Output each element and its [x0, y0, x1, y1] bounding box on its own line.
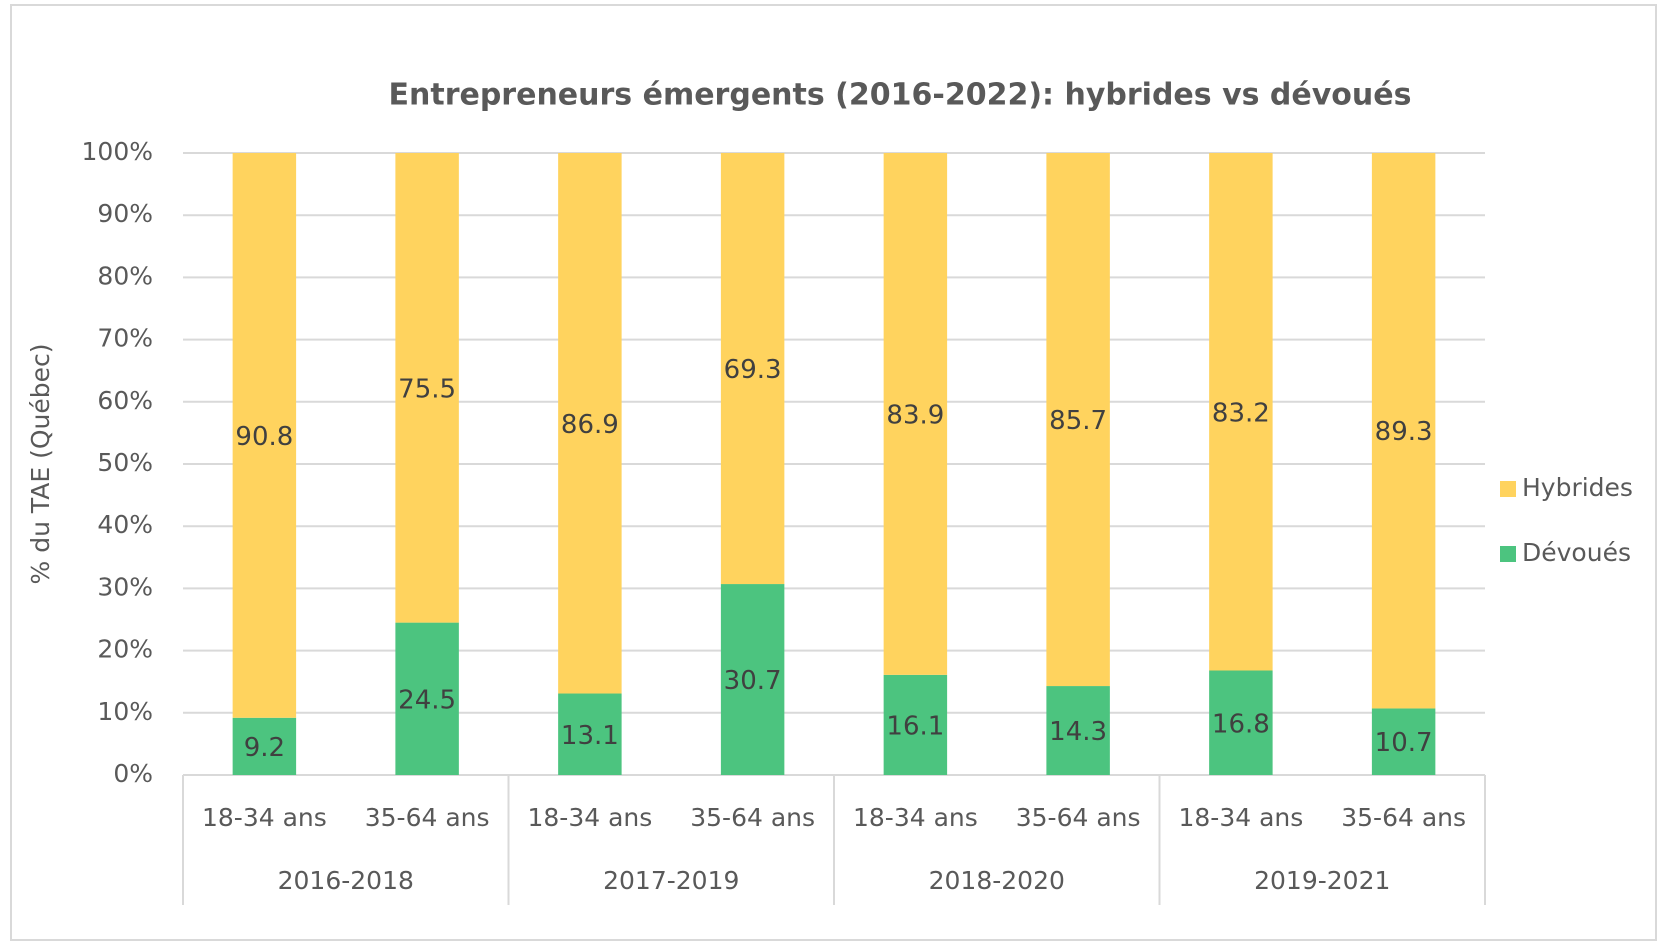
- y-tick-label: 20%: [97, 635, 153, 664]
- legend-swatch: [1500, 546, 1516, 562]
- y-tick-label: 0%: [113, 759, 153, 788]
- group-label: 2016-2018: [278, 866, 414, 895]
- bar-segment: [395, 153, 459, 623]
- group-label: 2019-2021: [1254, 866, 1390, 895]
- data-label: 83.2: [1212, 398, 1270, 428]
- group-label: 2017-2019: [603, 866, 739, 895]
- data-label: 86.9: [561, 410, 619, 440]
- bar-segment: [558, 153, 622, 694]
- x-tick-label: 18-34 ans: [1178, 803, 1303, 832]
- data-label: 89.3: [1375, 417, 1433, 447]
- x-tick-label: 35-64 ans: [1016, 803, 1141, 832]
- y-tick-label: 40%: [97, 510, 153, 539]
- y-tick-label: 50%: [97, 448, 153, 477]
- x-tick-label: 18-34 ans: [202, 803, 327, 832]
- data-label: 14.3: [1049, 717, 1107, 747]
- x-tick-label: 18-34 ans: [853, 803, 978, 832]
- x-tick-label: 35-64 ans: [1341, 803, 1466, 832]
- x-tick-label: 18-34 ans: [527, 803, 652, 832]
- bar-segment: [883, 153, 948, 675]
- legend-label: Hybrides: [1522, 473, 1633, 502]
- data-label: 69.3: [724, 355, 782, 385]
- y-tick-label: 100%: [82, 137, 153, 166]
- data-label: 9.2: [244, 733, 285, 763]
- data-label: 16.1: [886, 711, 944, 741]
- data-label: 83.9: [886, 400, 944, 430]
- bar-segment: [720, 584, 785, 775]
- bar-segment: [232, 153, 297, 718]
- data-label: 85.7: [1049, 406, 1107, 436]
- legend-swatch: [1500, 481, 1516, 497]
- bar-segment: [232, 717, 297, 775]
- data-label: 10.7: [1375, 728, 1433, 758]
- bar-segment: [1371, 153, 1436, 709]
- y-tick-label: 70%: [97, 324, 153, 353]
- y-tick-label: 80%: [97, 261, 153, 290]
- bar-segment: [720, 153, 785, 585]
- data-label: 90.8: [235, 422, 293, 452]
- bar-segment: [883, 674, 948, 775]
- y-axis-title: % du TAE (Québec): [26, 344, 55, 585]
- y-tick-label: 30%: [97, 572, 153, 601]
- group-label: 2018-2020: [929, 866, 1065, 895]
- legend-label: Dévoués: [1522, 538, 1631, 567]
- bar-segment: [1046, 686, 1110, 775]
- bar-segment: [558, 693, 622, 775]
- y-tick-label: 60%: [97, 386, 153, 415]
- data-label: 30.7: [724, 666, 782, 696]
- data-label: 13.1: [561, 721, 619, 751]
- chart-title: Entrepreneurs émergents (2016-2022): hyb…: [389, 78, 1412, 113]
- bar-segment: [395, 622, 459, 775]
- bar-segment: [1046, 153, 1110, 687]
- y-tick-label: 90%: [97, 199, 153, 228]
- x-tick-label: 35-64 ans: [690, 803, 815, 832]
- bar-segment: [1209, 153, 1273, 671]
- bar-segment: [1371, 708, 1436, 775]
- data-label: 24.5: [398, 685, 456, 715]
- data-label: 75.5: [398, 374, 456, 404]
- data-label: 16.8: [1212, 709, 1270, 739]
- bar-segment: [1209, 670, 1273, 775]
- y-tick-label: 10%: [97, 697, 153, 726]
- x-tick-label: 35-64 ans: [365, 803, 490, 832]
